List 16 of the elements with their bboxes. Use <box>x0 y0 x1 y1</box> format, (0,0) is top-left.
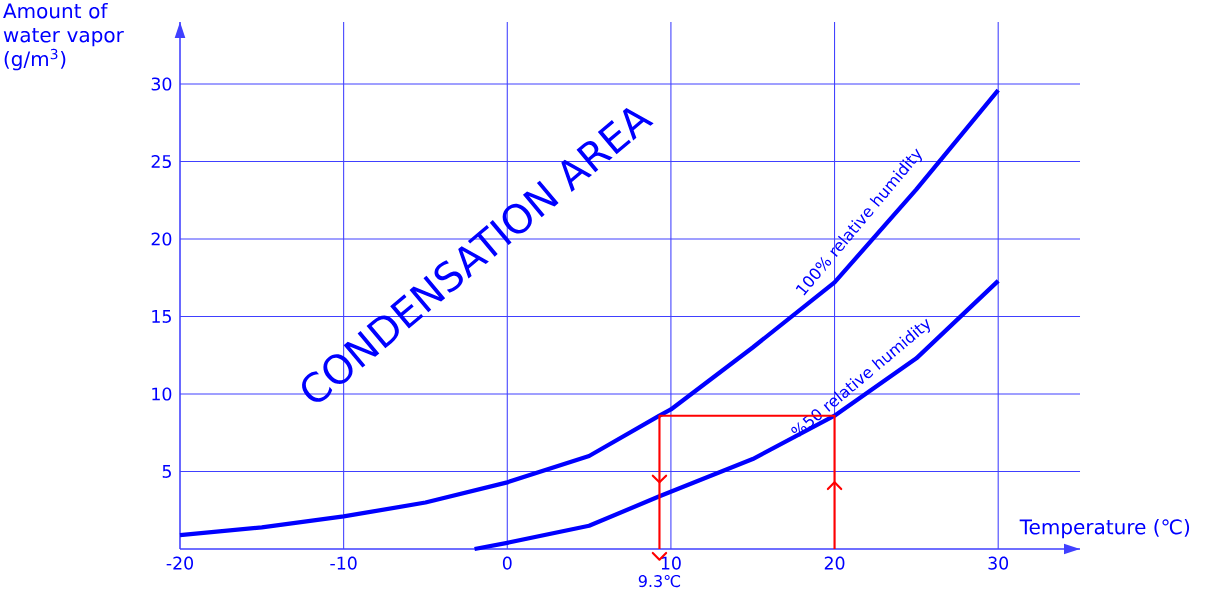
y-tick-label: 25 <box>151 154 171 169</box>
y-tick-label: 5 <box>162 465 171 478</box>
y-tick-label: 30 <box>151 77 172 91</box>
x-tick-label: -20 <box>166 556 193 570</box>
x-tick-label: 0 <box>502 556 512 570</box>
y-tick-label: 20 <box>151 232 172 246</box>
x-tick-label: 30 <box>988 556 1009 570</box>
annotation: 9.3℃ <box>638 575 681 588</box>
y-tick-label: 15 <box>152 310 171 323</box>
x-axis-title: Temperature (℃) <box>1019 518 1190 539</box>
x-tick-label: -10 <box>330 556 357 570</box>
y-axis-title: Amount of water vapor (g/m$^{3}$) <box>3 2 124 71</box>
x-tick-label: 10 <box>661 556 681 570</box>
y-tick-label: 10 <box>152 387 172 401</box>
line-series <box>177 88 1001 538</box>
x-tick-label: 20 <box>824 556 845 570</box>
